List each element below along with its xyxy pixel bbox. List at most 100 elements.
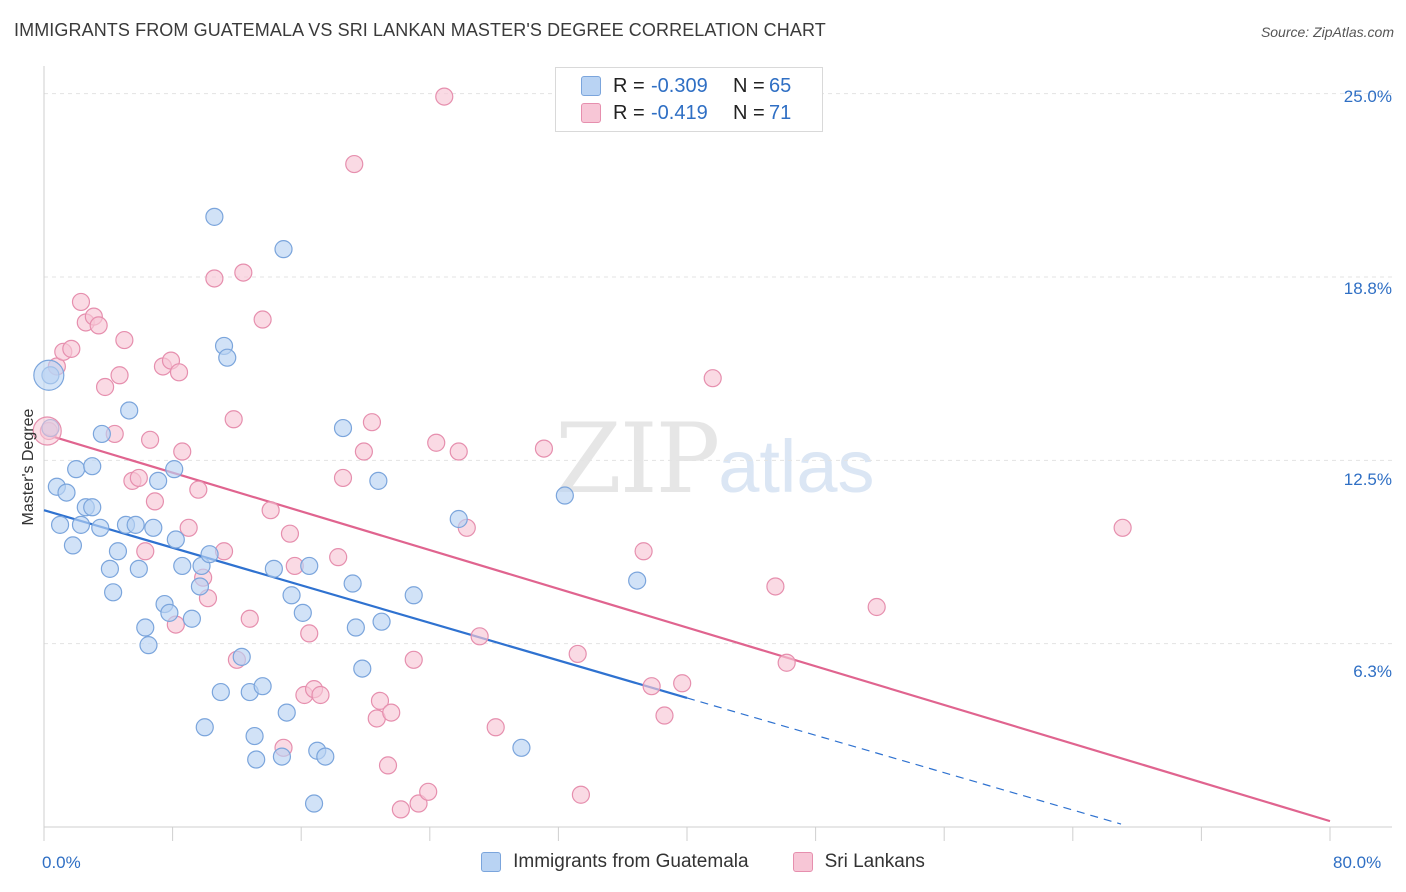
- r-value: -0.309: [651, 74, 708, 97]
- srilanka-point: [404, 650, 423, 669]
- srilanka-trendline: [43, 432, 1331, 823]
- watermark: ZIPatlas: [555, 403, 875, 515]
- series-legend: Immigrants from Guatemala Sri Lankans: [0, 851, 1406, 873]
- n-label: N =: [733, 101, 765, 124]
- srilanka-point: [333, 468, 353, 488]
- srilanka-point: [136, 542, 155, 561]
- guatemala-point: [272, 747, 292, 766]
- guatemala-point: [149, 471, 168, 490]
- srilanka-point: [32, 416, 62, 446]
- guatemala-point: [139, 636, 158, 655]
- srilanka-point: [642, 677, 661, 696]
- srilanka-point: [655, 706, 674, 725]
- srilanka-point: [766, 577, 785, 596]
- guatemala-point: [63, 536, 83, 555]
- srilanka-point: [534, 439, 554, 458]
- guatemala-point: [369, 471, 388, 490]
- y-tick-label: 18.8%: [1343, 279, 1392, 298]
- y-tick-label: 12.5%: [1343, 470, 1392, 489]
- srilanka-point: [354, 442, 373, 461]
- guatemala-point: [173, 556, 192, 576]
- guatemala-point: [274, 240, 293, 259]
- legend-item-srilanka[interactable]: Sri Lankans: [792, 851, 925, 873]
- guatemala-point: [57, 483, 76, 502]
- srilanka-point: [409, 794, 428, 813]
- r-label: R =: [613, 101, 645, 124]
- n-value: 65: [769, 74, 792, 97]
- guatemala-point: [264, 559, 283, 578]
- guatemala-point: [293, 603, 312, 622]
- guatemala-point: [108, 542, 128, 561]
- srilanka-point: [300, 624, 319, 643]
- axes: [43, 66, 1392, 841]
- guatemala-point: [333, 418, 353, 438]
- guatemala-point: [300, 556, 319, 576]
- srilanka-point: [205, 269, 224, 288]
- r-label: R =: [613, 74, 645, 97]
- guatemala-point: [50, 515, 70, 534]
- guatemala-point: [353, 659, 372, 678]
- n-value: 71: [769, 101, 792, 124]
- srilanka-point: [703, 369, 722, 388]
- n-label: N =: [733, 74, 765, 97]
- srilanka-point: [189, 480, 208, 499]
- guatemala-point: [92, 424, 111, 444]
- guatemala-point: [404, 586, 423, 605]
- chart-title: IMMIGRANTS FROM GUATEMALA VS SRI LANKAN …: [14, 20, 826, 40]
- guatemala-point: [166, 530, 185, 549]
- srilanka-point: [145, 492, 165, 511]
- guatemala-point: [195, 718, 214, 737]
- guatemala-point: [245, 726, 264, 746]
- srilanka-point: [673, 674, 692, 693]
- guatemala-point: [160, 603, 179, 622]
- correlation-legend: R = -0.309 N = 65 R = -0.419 N = 71: [555, 67, 823, 132]
- srilanka-point: [224, 410, 243, 429]
- y-tick-label: 25.0%: [1343, 87, 1392, 106]
- x-tick-label: 80.0%: [1333, 853, 1382, 872]
- guatemala-point: [205, 207, 224, 226]
- guatemala-point: [247, 750, 266, 769]
- guatemala-point: [182, 609, 201, 628]
- legend-item-guatemala[interactable]: Immigrants from Guatemala: [481, 851, 749, 873]
- guatemala-point: [120, 401, 139, 420]
- srilanka-point: [370, 691, 390, 710]
- guatemala-point: [218, 348, 237, 367]
- srilanka-point: [280, 524, 300, 543]
- guatemala-point: [71, 515, 91, 534]
- srilanka-point: [867, 597, 886, 617]
- srilanka-point: [71, 292, 91, 312]
- srilanka-point: [634, 542, 653, 561]
- guatemala-trendline-extension: [686, 697, 1122, 825]
- guatemala-point: [200, 545, 219, 564]
- srilanka-point: [435, 87, 454, 106]
- legend-label: Immigrants from Guatemala: [513, 851, 749, 872]
- guatemala-point: [83, 498, 102, 517]
- grid-lines: [44, 93, 1392, 645]
- srilanka-point: [449, 442, 468, 461]
- guatemala-point: [232, 647, 251, 666]
- guatemala-point: [83, 457, 102, 476]
- guatemala-point: [282, 586, 301, 605]
- srilanka-swatch: [792, 852, 813, 872]
- guatemala-point: [144, 518, 163, 537]
- srilanka-point: [95, 377, 115, 397]
- guatemala-trendline: [43, 509, 688, 699]
- guatemala-point: [100, 559, 120, 578]
- legend-row-guatemala: R = -0.309 N = 65: [581, 74, 791, 98]
- srilanka-swatch: [581, 103, 601, 123]
- watermark-zip: ZIP: [555, 403, 720, 515]
- guatemala-point: [33, 359, 65, 391]
- guatemala-point: [628, 571, 647, 590]
- guatemala-point: [372, 612, 391, 631]
- srilanka-point: [240, 609, 259, 628]
- guatemala-point: [126, 515, 145, 534]
- srilanka-point: [777, 653, 796, 672]
- guatemala-point: [304, 794, 324, 813]
- guatemala-point: [449, 509, 468, 529]
- srilanka-point: [89, 316, 108, 335]
- y-axis-label: Master's Degree: [20, 408, 37, 526]
- srilanka-point: [378, 756, 398, 775]
- srilanka-point: [486, 718, 505, 737]
- guatemala-point: [91, 518, 110, 537]
